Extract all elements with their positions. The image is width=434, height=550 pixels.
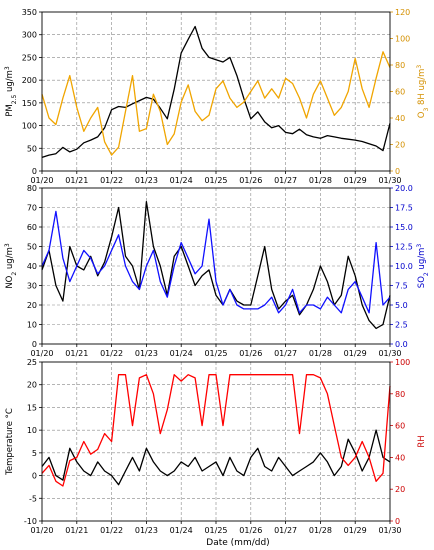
x-tick-label: 01/30 bbox=[378, 526, 401, 535]
y-tick-label-left: 0 bbox=[32, 167, 37, 176]
y-tick-label-left: 0 bbox=[32, 472, 37, 481]
y-axis-label-right: O3 8H ug/m3 bbox=[416, 65, 430, 119]
y-axis-label-left: NO2 ug/m3 bbox=[4, 243, 18, 289]
series-line-right bbox=[41, 51, 391, 156]
series-line-left bbox=[41, 25, 391, 159]
x-tick-label: 01/29 bbox=[344, 176, 367, 185]
y-tick-label-left: 80 bbox=[27, 184, 37, 193]
y-axis-label-left: Temperature °C bbox=[5, 408, 15, 476]
x-tick-label: 01/23 bbox=[135, 349, 158, 358]
x-tick-label: 01/30 bbox=[378, 349, 401, 358]
chart-panel-temperature-rh: 01/20 01/21 01/22 01/23 01/24 01/25 01/26 01/27… bbox=[5, 358, 427, 535]
y-tick-label-left: 5 bbox=[32, 449, 37, 458]
y-tick-label-left: 150 bbox=[22, 99, 37, 108]
y-tick-label-left: 20 bbox=[27, 301, 37, 310]
y-tick-label-left: 25 bbox=[27, 358, 37, 367]
y-tick-label-right: 0 bbox=[395, 167, 400, 176]
x-tick-label: 01/21 bbox=[65, 349, 88, 358]
y-tick-label-right: 40 bbox=[395, 114, 405, 123]
series-line-right bbox=[41, 210, 391, 314]
x-tick-label: 01/23 bbox=[135, 526, 158, 535]
y-tick-label-left: 200 bbox=[22, 76, 37, 85]
y-tick-label-left: 10 bbox=[27, 321, 37, 330]
x-tick-label: 01/25 bbox=[204, 526, 227, 535]
y-tick-label-right: 100 bbox=[395, 35, 410, 44]
y-axis-label-left: PM2.5 ug/m3 bbox=[4, 66, 18, 117]
x-tick-label: 01/24 bbox=[170, 526, 193, 535]
x-tick-label: 01/28 bbox=[309, 176, 332, 185]
x-tick-label: 01/22 bbox=[100, 176, 123, 185]
x-tick-label: 01/24 bbox=[170, 176, 193, 185]
x-tick-label: 01/20 bbox=[30, 526, 53, 535]
y-tick-label-left: 30 bbox=[27, 282, 37, 291]
x-tick-label: 01/27 bbox=[274, 349, 297, 358]
x-tick-label: 01/21 bbox=[65, 176, 88, 185]
chart-panel-pm25-o3: 01/20 01/21 01/22 01/23 01/24 01/25 01/26 01/27… bbox=[4, 8, 430, 185]
x-tick-label: 01/20 bbox=[30, 349, 53, 358]
x-tick-label: 01/26 bbox=[239, 526, 262, 535]
x-tick-label: 01/22 bbox=[100, 349, 123, 358]
x-tick-label: 01/30 bbox=[378, 176, 401, 185]
y-tick-label-right: 7.5 bbox=[395, 282, 408, 291]
chart-panel-no2-so2: 01/20 01/21 01/22 01/23 01/24 01/25 01/26 01/27… bbox=[4, 184, 430, 358]
x-tick-label: 01/28 bbox=[309, 526, 332, 535]
y-tick-label-right: 80 bbox=[395, 61, 405, 70]
y-axis-label-right: RH bbox=[417, 435, 427, 447]
y-tick-label-right: 20.0 bbox=[395, 184, 413, 193]
x-tick-label: 01/27 bbox=[274, 526, 297, 535]
y-tick-label-right: 0 bbox=[395, 517, 400, 526]
series-line-left bbox=[41, 429, 391, 486]
y-tick-label-right: 20 bbox=[395, 485, 405, 494]
y-tick-label-right: 60 bbox=[395, 422, 405, 431]
x-tick-label: 01/25 bbox=[204, 349, 227, 358]
y-tick-label-left: 0 bbox=[32, 340, 37, 349]
y-axis-label-right: SO2 ug/m3 bbox=[416, 244, 430, 289]
y-tick-label-left: 40 bbox=[27, 262, 37, 271]
x-tick-label: 01/25 bbox=[204, 176, 227, 185]
y-tick-label-right: 60 bbox=[395, 88, 405, 97]
y-tick-label-right: 17.5 bbox=[395, 204, 413, 213]
plot-frame bbox=[41, 11, 391, 172]
y-tick-label-left: -5 bbox=[29, 494, 37, 503]
x-tick-label: 01/23 bbox=[135, 176, 158, 185]
x-tick-label: 01/27 bbox=[274, 176, 297, 185]
y-tick-label-left: 70 bbox=[27, 204, 37, 213]
y-tick-label-left: 350 bbox=[22, 8, 37, 17]
y-tick-label-left: 50 bbox=[27, 243, 37, 252]
y-tick-label-right: 120 bbox=[395, 8, 410, 17]
x-tick-label: 01/24 bbox=[170, 349, 193, 358]
y-tick-label-left: 20 bbox=[27, 381, 37, 390]
y-tick-label-left: 100 bbox=[22, 122, 37, 131]
y-tick-label-left: 50 bbox=[27, 144, 37, 153]
x-tick-label: 01/29 bbox=[344, 349, 367, 358]
y-tick-label-left: 300 bbox=[22, 31, 37, 40]
y-tick-label-right: 15.0 bbox=[395, 223, 413, 232]
y-tick-label-right: 2.5 bbox=[395, 321, 408, 330]
y-tick-label-left: 15 bbox=[27, 403, 37, 412]
y-tick-label-left: 250 bbox=[22, 53, 37, 62]
plot-frame bbox=[41, 361, 391, 522]
x-tick-label: 01/22 bbox=[100, 526, 123, 535]
y-tick-label-left: -10 bbox=[24, 517, 37, 526]
x-tick-label: 01/28 bbox=[309, 349, 332, 358]
plot-frame bbox=[41, 187, 391, 345]
y-tick-label-right: 0.0 bbox=[395, 340, 408, 349]
y-tick-label-left: 10 bbox=[27, 426, 37, 435]
y-tick-label-right: 20 bbox=[395, 141, 405, 150]
x-tick-label: 01/26 bbox=[239, 349, 262, 358]
x-tick-label: 01/26 bbox=[239, 176, 262, 185]
series-line-right bbox=[41, 374, 391, 487]
y-tick-label-right: 10.0 bbox=[395, 262, 413, 271]
x-tick-label: 01/29 bbox=[344, 526, 367, 535]
y-tick-label-left: 60 bbox=[27, 223, 37, 232]
y-tick-label-right: 80 bbox=[395, 390, 405, 399]
x-axis-label: Date (mm/dd) bbox=[206, 538, 269, 548]
y-tick-label-right: 5.0 bbox=[395, 301, 408, 310]
y-tick-label-right: 12.5 bbox=[395, 243, 413, 252]
y-tick-label-right: 100 bbox=[395, 358, 410, 367]
x-tick-label: 01/21 bbox=[65, 526, 88, 535]
x-tick-label: 01/20 bbox=[30, 176, 53, 185]
y-tick-label-right: 40 bbox=[395, 453, 405, 462]
